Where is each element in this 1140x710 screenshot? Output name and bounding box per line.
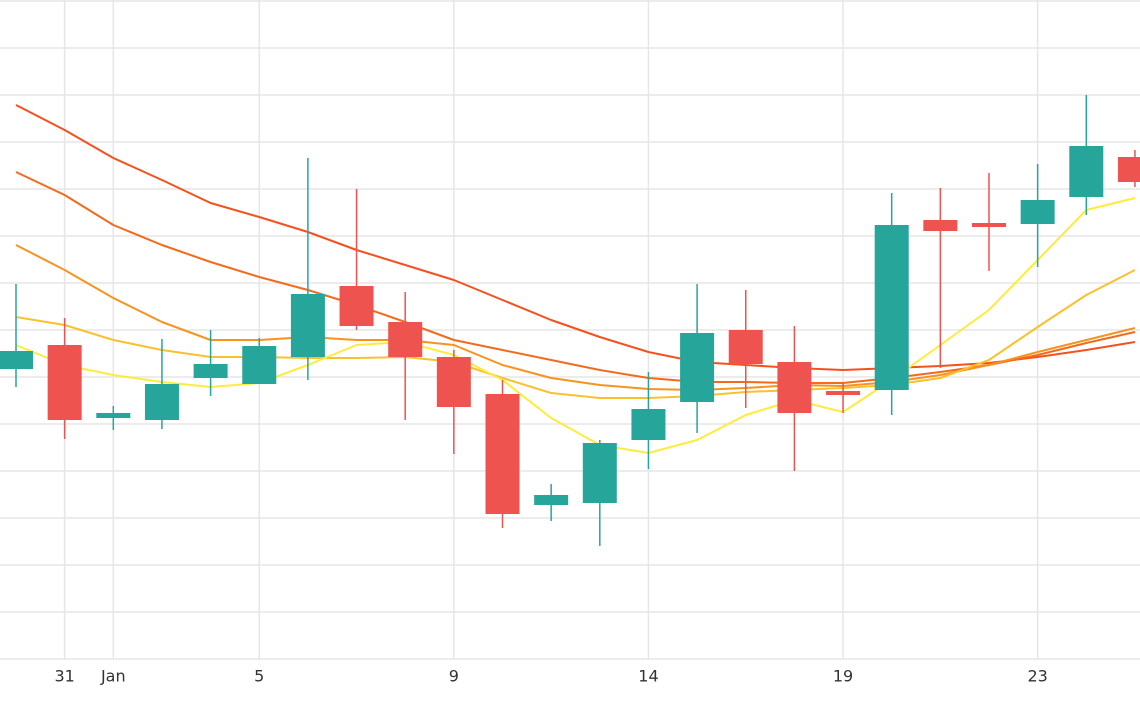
x-tick-label: 5 [254, 667, 264, 686]
candle-body [631, 409, 666, 440]
x-tick-label: 14 [638, 667, 658, 686]
moving-average-line [15, 171, 1136, 384]
candle-body [96, 413, 131, 418]
candle-body [582, 443, 617, 503]
candle-body [193, 364, 228, 378]
candle-body [777, 362, 812, 413]
candle-body [144, 384, 179, 420]
candle-body [436, 357, 471, 407]
candle-body [1117, 157, 1140, 182]
moving-average-line [15, 269, 1136, 399]
candle-body [485, 394, 520, 514]
candle-body [339, 286, 374, 326]
moving-average-line [15, 197, 1136, 454]
moving-average-line [15, 104, 1136, 371]
candle-body [1020, 200, 1055, 224]
x-tick-label: Jan [100, 667, 126, 686]
moving-average-line [15, 244, 1136, 391]
candle-body [826, 391, 861, 395]
candle-body [923, 220, 958, 231]
candle-body [680, 333, 715, 402]
candle-body [0, 351, 33, 369]
x-tick-label: 9 [449, 667, 459, 686]
candle-body [47, 345, 82, 420]
x-tick-label: 31 [54, 667, 74, 686]
candle-body [290, 294, 325, 357]
candle-body [874, 225, 909, 390]
candle-body [242, 346, 277, 384]
x-tick-label: 19 [833, 667, 853, 686]
candle-body [1069, 146, 1104, 197]
candle-body [388, 322, 423, 357]
candle-body [728, 330, 763, 364]
candle-body [534, 495, 569, 505]
candle-body [972, 223, 1006, 227]
x-tick-label: 23 [1027, 667, 1047, 686]
